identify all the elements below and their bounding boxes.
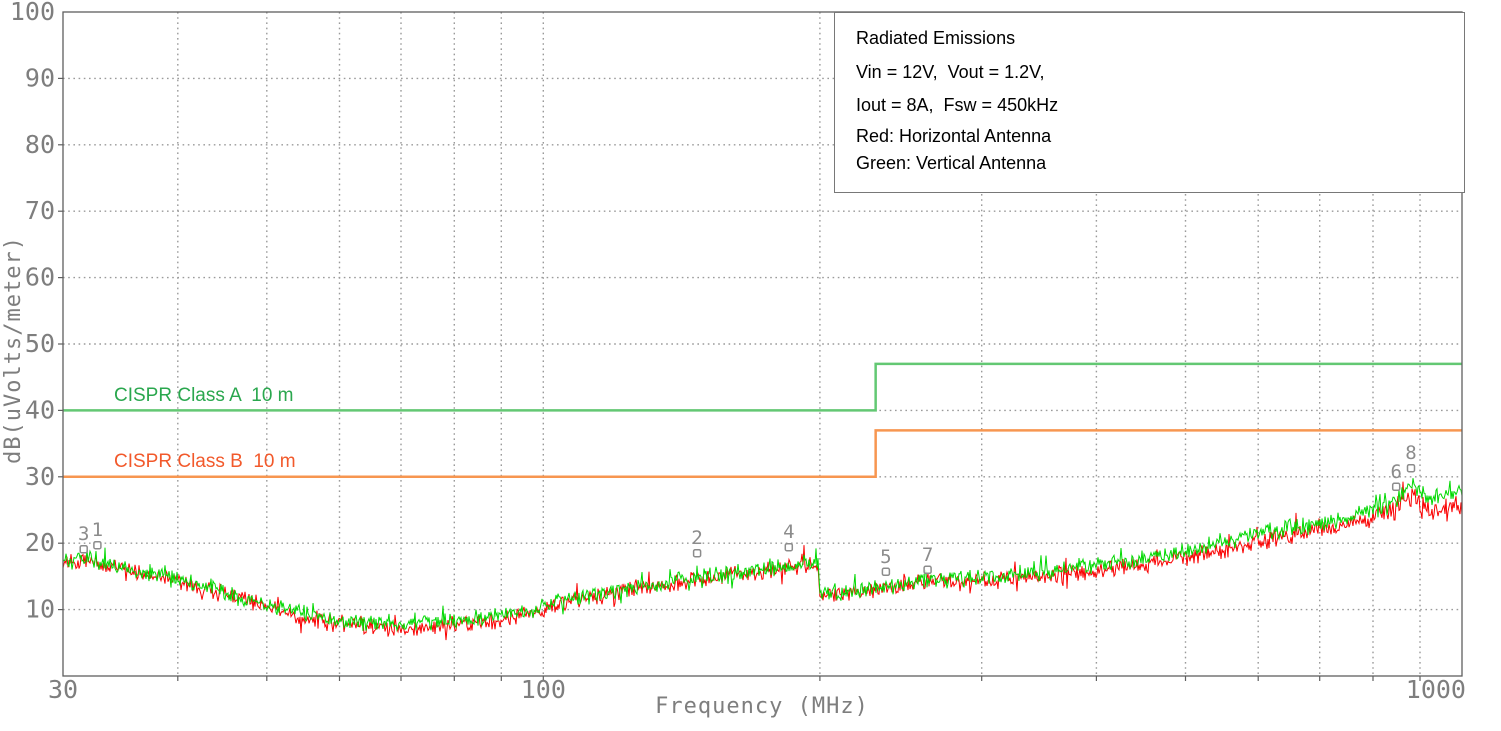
peak-marker-number: 3 [78, 523, 89, 545]
cispr-class-a-label: CISPR Class A 10 m [114, 385, 294, 406]
x-axis-title: Frequency (MHz) [655, 694, 869, 719]
y-tick-label: 70 [25, 196, 55, 225]
peak-marker-square [692, 548, 702, 558]
x-tick-label: 100 [521, 675, 566, 704]
limit-line-class-b [63, 429, 1462, 479]
peak-marker-number: 8 [1405, 442, 1416, 464]
peak-marker-square [1406, 463, 1416, 473]
peak-marker-square [923, 565, 932, 575]
plot-border [62, 11, 1463, 677]
peak-marker-square [784, 542, 794, 552]
y-tick-label: 30 [25, 462, 55, 491]
peak-marker-number: 5 [880, 546, 891, 568]
y-tick-label: 50 [25, 329, 55, 358]
trace-vertical-antenna [62, 478, 1463, 632]
legend-line-green-antenna: Green: Vertical Antenna [856, 153, 1047, 173]
legend-title: Radiated Emissions [856, 28, 1016, 48]
peak-marker-square [79, 544, 88, 554]
y-tick-label: 60 [25, 263, 55, 292]
limit-line-class-a [63, 362, 1462, 412]
peak-marker-number: 2 [691, 527, 702, 549]
peak-marker-number: 1 [92, 519, 103, 541]
peak-marker-number: 7 [922, 544, 933, 566]
x-tick-label: 1000 [1406, 675, 1466, 704]
x-tick-label: 30 [48, 675, 78, 704]
legend-line-red-antenna: Red: Horizontal Antenna [856, 126, 1052, 146]
legend-line-iout-fsw: Iout = 8A, Fsw = 450kHz [856, 95, 1059, 115]
legend-line-vin-vout: Vin = 12V, Vout = 1.2V, [856, 62, 1045, 82]
peak-marker-square [93, 540, 102, 550]
y-tick-label: 10 [25, 595, 55, 624]
peak-marker-number: 4 [783, 521, 794, 543]
peak-marker-number: 6 [1390, 461, 1401, 483]
y-tick-label: 100 [10, 0, 55, 26]
y-tick-label: 20 [25, 528, 55, 557]
y-tick-label: 90 [25, 63, 55, 92]
y-tick-label: 40 [25, 395, 55, 424]
trace-horizontal-antenna [62, 481, 1463, 641]
legend-box: Radiated Emissions Vin = 12V, Vout = 1.2… [834, 12, 1465, 193]
peak-marker-square [881, 567, 891, 577]
peak-marker-square [1391, 482, 1401, 492]
cispr-class-b-label: CISPR Class B 10 m [114, 451, 296, 472]
y-tick-label: 80 [25, 130, 55, 159]
y-axis-title: dB(uVolts/meter) [1, 236, 26, 464]
